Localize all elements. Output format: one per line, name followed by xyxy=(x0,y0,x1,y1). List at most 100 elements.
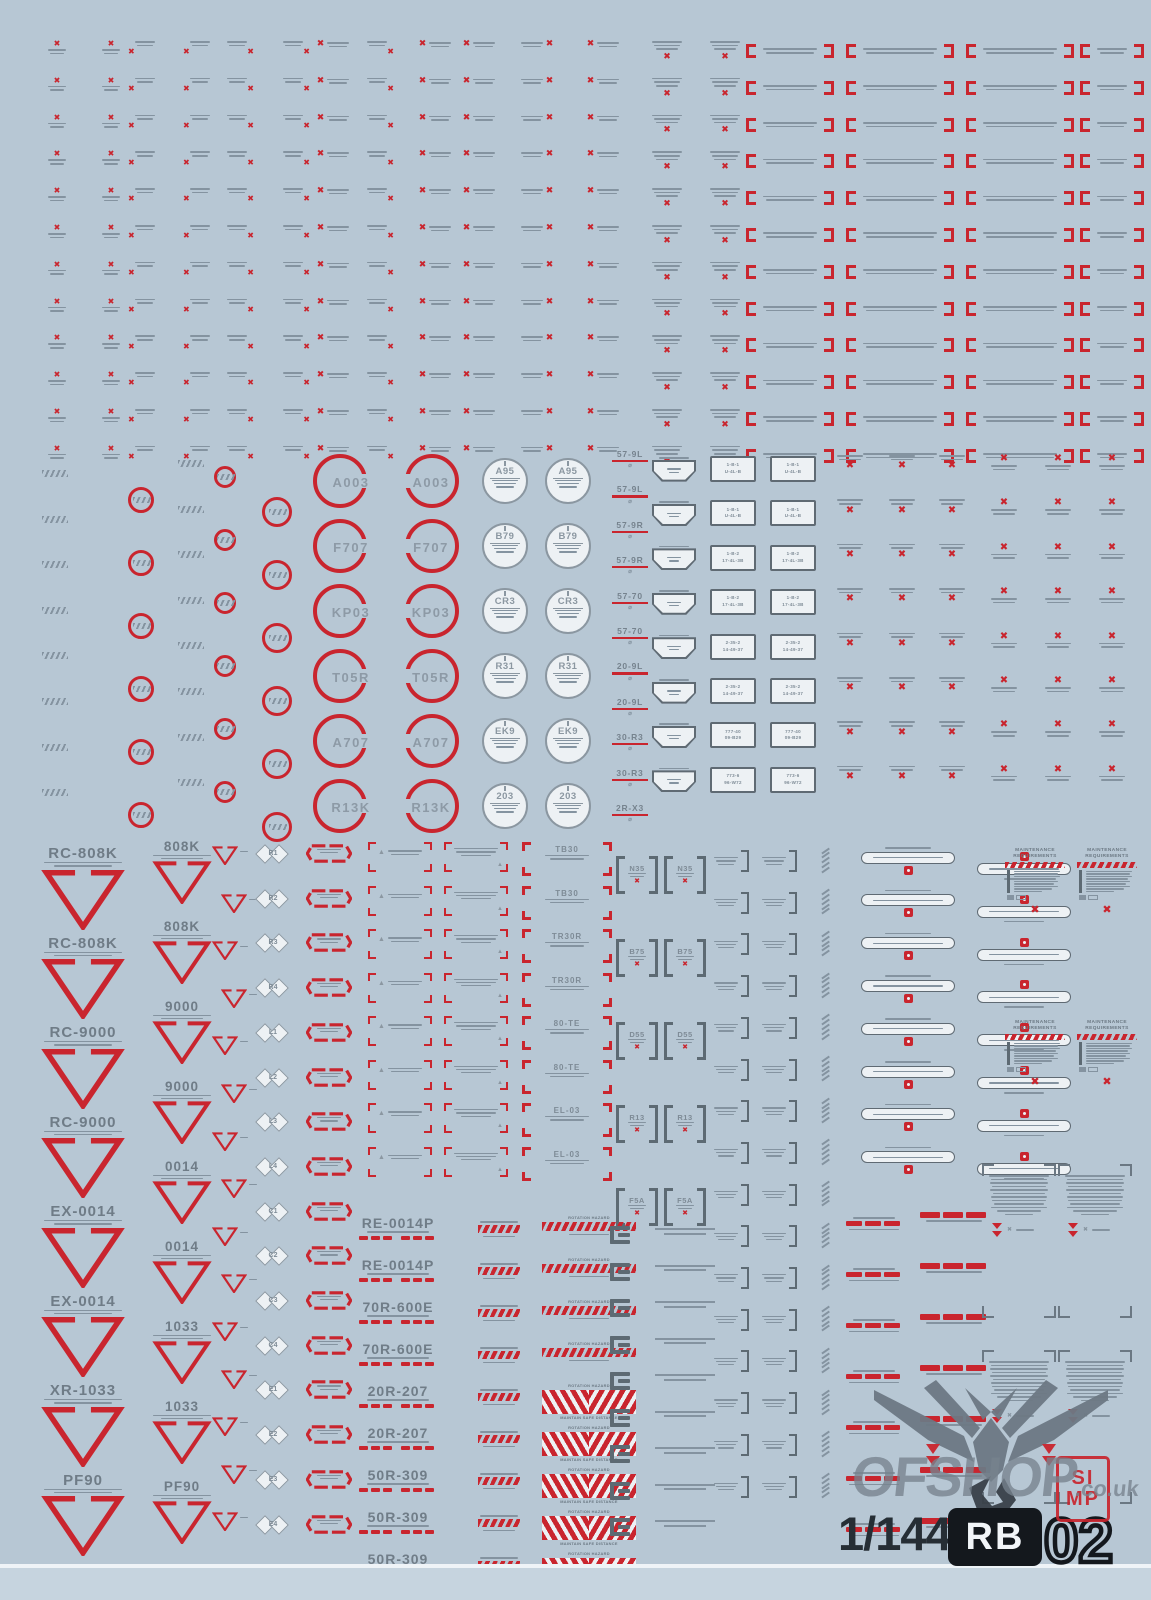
micro-text-line xyxy=(837,499,863,501)
micro-text-line xyxy=(1004,920,1044,923)
plate-code-line: 14-49-37 xyxy=(722,691,744,696)
product-logo-text: RB xyxy=(965,1515,1025,1558)
micro-text-line xyxy=(320,1165,338,1167)
caution-cross-icon: ✖ xyxy=(316,296,325,307)
watermark: OFSHOP.co.uk xyxy=(849,1444,1144,1509)
hex-capsule-decal xyxy=(305,1023,353,1042)
roundel-code: EK9 xyxy=(558,726,578,737)
micro-text-line xyxy=(135,225,155,227)
bracket-left-icon xyxy=(846,191,856,206)
caution-cross-decal: ✖ xyxy=(984,631,1024,649)
micro-text-line xyxy=(764,1277,784,1279)
caution-bracket-decal xyxy=(966,228,1074,242)
micro-text-line xyxy=(597,299,620,302)
micro-text-line xyxy=(283,261,303,264)
micro-text-line xyxy=(1004,963,1044,966)
hex-capsule-item xyxy=(305,1201,364,1222)
micro-text-line xyxy=(104,89,118,91)
red-hatch-strip xyxy=(478,1519,520,1528)
micro-text-line xyxy=(766,52,814,54)
caution-cross-icon: ✖ xyxy=(721,235,729,246)
micro-text-line xyxy=(716,1194,736,1196)
caution-cross-icon: ✖ xyxy=(947,770,957,782)
corner-bracket xyxy=(1058,1306,1070,1318)
roundel-tick xyxy=(504,591,506,596)
micro-text-line xyxy=(1014,1050,1056,1052)
micro-text-line xyxy=(656,342,678,345)
roundel-decal: B79 xyxy=(545,523,591,569)
micro-text-line xyxy=(229,449,245,451)
roundel-code: EK9 xyxy=(495,726,515,737)
scale-label: 1/144 xyxy=(838,1507,952,1560)
single-bracket-decal xyxy=(714,931,758,957)
bracket-left-icon xyxy=(846,264,856,279)
g-bar xyxy=(610,1495,630,1500)
micro-text-line xyxy=(714,1399,738,1401)
roundel-tick xyxy=(567,591,569,596)
micro-text-line xyxy=(599,155,618,158)
micro-text-line xyxy=(991,731,1017,733)
pill-box xyxy=(861,894,955,907)
red-dash xyxy=(413,1277,422,1283)
micro-text-line xyxy=(367,1483,429,1485)
dash-row xyxy=(919,1313,989,1320)
micro-text-line xyxy=(454,1109,498,1111)
micro-text-line xyxy=(763,158,817,161)
bracket-right-icon xyxy=(741,975,749,998)
micro-text-line xyxy=(104,420,118,423)
warning-triangle-icon: ▲ xyxy=(378,1110,385,1117)
red-dash xyxy=(965,1211,986,1218)
bracket-content: 80-TE xyxy=(522,1060,612,1079)
micro-text-line xyxy=(456,1025,496,1027)
micro-text-line xyxy=(889,721,915,723)
hazard-code: 50R-309 xyxy=(367,1509,429,1525)
micro-text-line xyxy=(283,77,303,80)
micro-text-line xyxy=(652,409,682,411)
g-bar xyxy=(618,1269,630,1274)
caution-cross-icon: ✖ xyxy=(634,1043,640,1052)
corner-bracket xyxy=(1120,1350,1132,1362)
micro-text-line xyxy=(866,199,934,201)
caution-cross-icon: ✖ xyxy=(1083,1226,1089,1233)
bracket-right-icon xyxy=(1064,228,1074,242)
micro-text-line xyxy=(669,737,679,740)
micro-text xyxy=(714,898,738,908)
bracket-left-icon xyxy=(966,338,976,353)
caution-cross-decal: ✖ xyxy=(183,224,217,240)
triangle-marking-large: PF90 xyxy=(30,1473,136,1557)
corner-bracket xyxy=(603,1171,612,1181)
micro-text-line xyxy=(492,739,518,741)
caution-text xyxy=(863,452,937,459)
red-dash xyxy=(425,1361,434,1367)
caution-cross-icon: ✖ xyxy=(418,223,427,233)
micro-text-line xyxy=(667,646,681,648)
caution-cross-icon: ✖ xyxy=(462,149,471,160)
caution-bracket-decal xyxy=(1080,412,1144,426)
micro-text-line xyxy=(873,856,943,859)
caution-cross-icon: ✖ xyxy=(545,39,554,49)
micro-code xyxy=(240,1326,248,1329)
micro-code xyxy=(240,1231,248,1234)
caution-bracket-decal xyxy=(846,117,954,132)
maintenance-icons xyxy=(1007,895,1063,901)
micro-text-line xyxy=(327,152,350,154)
micro-text-line xyxy=(54,1044,112,1046)
micro-text-line xyxy=(991,553,1017,556)
micro-text-line xyxy=(714,268,736,271)
micro-text-line xyxy=(317,1251,341,1253)
micro-text-line xyxy=(50,162,64,165)
micro-text-line xyxy=(429,299,452,302)
caution-cross-icon: ✖ xyxy=(128,194,135,204)
micro-text-line xyxy=(44,1220,122,1222)
caution-cross-decal: ✖ xyxy=(94,260,128,276)
panel-label-decal: 2R-X3 ⌀ xyxy=(606,804,654,823)
ring-icon xyxy=(262,812,292,842)
hazard-label-decal: 20R-207 xyxy=(334,1384,462,1409)
micro-text-line xyxy=(153,1094,211,1096)
bracket-right-icon xyxy=(1134,117,1144,132)
micro-text-line xyxy=(550,1119,584,1121)
warning-triangle-decal xyxy=(212,941,238,961)
micro-text-line xyxy=(866,272,934,275)
micro-text-line xyxy=(48,343,66,345)
micro-text-line xyxy=(475,192,494,195)
